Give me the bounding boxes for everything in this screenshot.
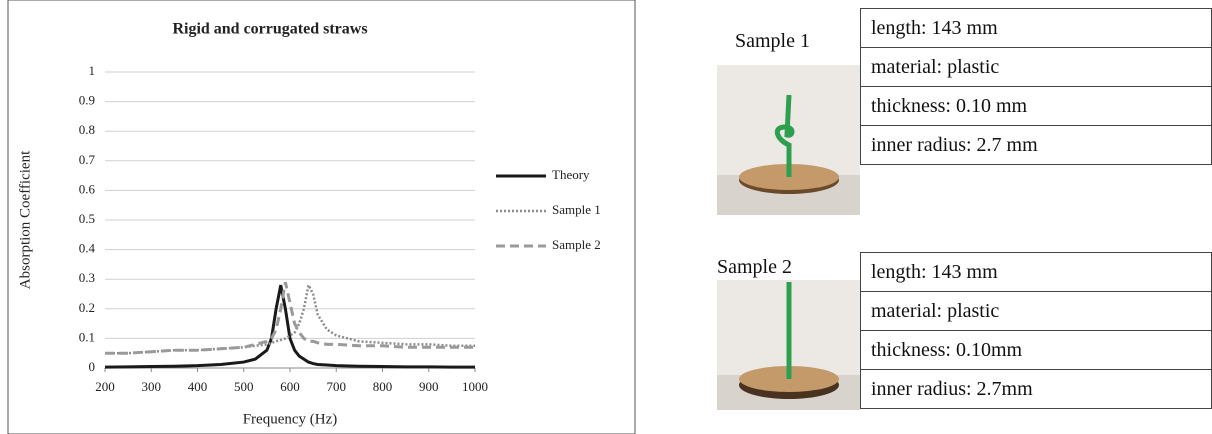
y-tick-label: 0.3 xyxy=(79,270,95,285)
table-cell: length: 143 mm xyxy=(861,9,1212,48)
panel-border xyxy=(8,0,635,434)
legend-label: Sample 2 xyxy=(552,237,601,252)
table-cell: length: 143 mm xyxy=(861,253,1212,292)
legend-label: Theory xyxy=(552,167,590,182)
sample-photo xyxy=(717,65,860,215)
sample-label: Sample 2 xyxy=(717,256,792,279)
table-row: inner radius: 2.7 mm xyxy=(861,126,1212,165)
table-cell: material: plastic xyxy=(861,48,1212,87)
y-axis-label: Absorption Coefficient xyxy=(17,150,33,289)
table-row: inner radius: 2.7mm xyxy=(861,370,1212,409)
x-tick-label: 800 xyxy=(373,379,393,394)
x-tick-label: 200 xyxy=(95,379,115,394)
y-tick-label: 0.1 xyxy=(79,329,95,344)
x-tick-label: 500 xyxy=(234,379,254,394)
table-row: thickness: 0.10mm xyxy=(861,331,1212,370)
x-tick-label: 400 xyxy=(188,379,208,394)
table-cell: inner radius: 2.7mm xyxy=(861,370,1212,409)
x-tick-label: 700 xyxy=(327,379,347,394)
y-tick-label: 0.9 xyxy=(79,93,95,108)
series-line xyxy=(105,285,475,353)
y-tick-label: 0.6 xyxy=(79,181,96,196)
table-cell: thickness: 0.10mm xyxy=(861,331,1212,370)
x-tick-label: 300 xyxy=(142,379,162,394)
sample-label: Sample 1 xyxy=(735,30,810,53)
table-row: length: 143 mm xyxy=(861,253,1212,292)
table-row: length: 143 mm xyxy=(861,9,1212,48)
y-tick-label: 0 xyxy=(89,359,96,374)
sample-photo xyxy=(717,280,860,410)
y-tick-label: 0.8 xyxy=(79,122,95,137)
chart-title: Rigid and corrugated straws xyxy=(172,21,367,38)
legend-label: Sample 1 xyxy=(552,202,601,217)
x-tick-label: 900 xyxy=(419,379,439,394)
x-tick-label: 600 xyxy=(280,379,300,394)
y-tick-label: 0.4 xyxy=(79,241,96,256)
chart: Rigid and corrugated straws Frequency (H… xyxy=(0,0,636,434)
table-row: thickness: 0.10 mm xyxy=(861,87,1212,126)
table-row: material: plastic xyxy=(861,48,1212,87)
series-line xyxy=(105,282,475,353)
table-cell: thickness: 0.10 mm xyxy=(861,87,1212,126)
y-tick-label: 1 xyxy=(89,63,96,78)
table-row: material: plastic xyxy=(861,292,1212,331)
table-cell: material: plastic xyxy=(861,292,1212,331)
page: Rigid and corrugated straws Frequency (H… xyxy=(0,0,1212,434)
x-axis-label: Frequency (Hz) xyxy=(243,411,338,427)
y-tick-label: 0.2 xyxy=(79,300,95,315)
y-tick-label: 0.7 xyxy=(79,152,96,167)
table-cell: inner radius: 2.7 mm xyxy=(861,126,1212,165)
y-tick-label: 0.5 xyxy=(79,211,95,226)
x-tick-label: 1000 xyxy=(462,379,488,394)
